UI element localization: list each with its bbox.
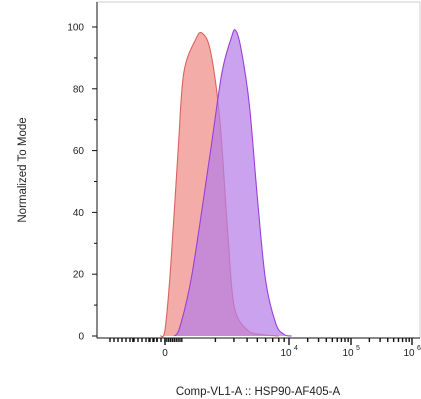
y-tick-label: 60: [73, 146, 85, 157]
y-tick-label: 20: [73, 270, 85, 281]
x-tick-label: 10: [342, 348, 354, 359]
x-tick-exponent: 6: [417, 345, 421, 352]
y-tick-label: 0: [78, 332, 84, 343]
x-axis-title: Comp-VL1-A :: HSP90-AF405-A: [176, 386, 341, 398]
x-tick-layer: 0 10 4 10 5 10 6: [109, 338, 421, 359]
x-tick-label: 10: [403, 348, 415, 359]
series-2-outline: [173, 29, 292, 337]
series-2-area: [174, 29, 292, 337]
y-tick-label: 40: [73, 208, 85, 219]
series-layer: [159, 29, 292, 338]
x-tick-label: 10: [280, 348, 292, 359]
y-tick-label: 100: [67, 23, 84, 34]
y-tick-label: 80: [73, 84, 85, 95]
x-tick-exponent: 5: [356, 345, 360, 352]
y-tick-layer: 0 20 40 60 80 100: [67, 23, 97, 343]
x-tick-exponent: 4: [294, 345, 298, 352]
y-axis-title: Normalized To Mode: [17, 117, 29, 222]
x-tick-label: 0: [162, 348, 168, 359]
